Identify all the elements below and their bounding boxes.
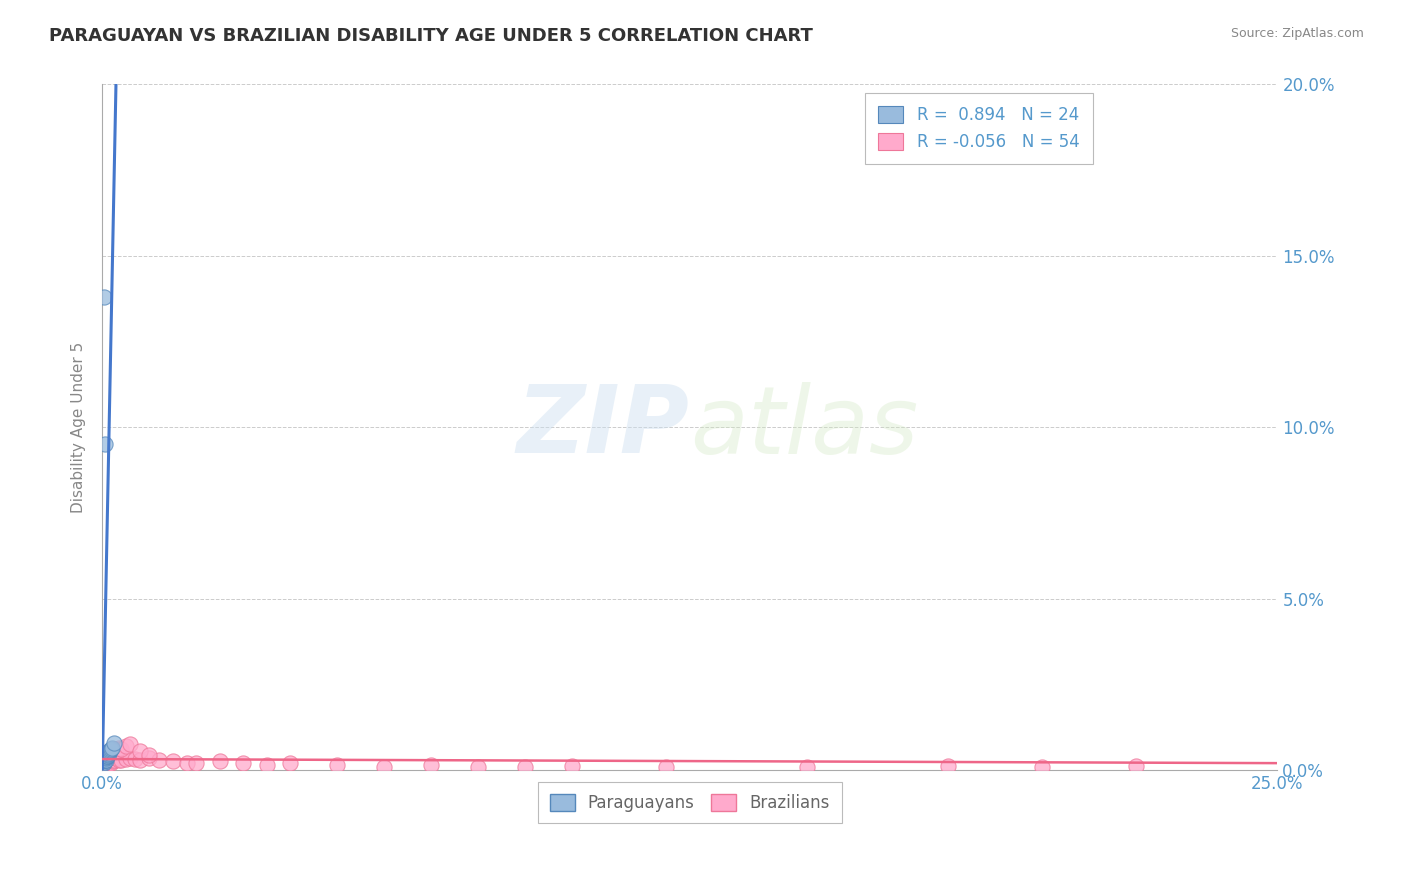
Point xyxy=(1125,759,1147,773)
Point xyxy=(326,757,349,772)
Point xyxy=(101,755,124,769)
Point xyxy=(128,753,150,767)
Point xyxy=(796,759,818,773)
Text: ZIP: ZIP xyxy=(517,381,690,474)
Point xyxy=(138,751,160,765)
Point xyxy=(186,756,208,771)
Point xyxy=(93,753,115,767)
Point xyxy=(105,751,128,765)
Point xyxy=(107,753,129,767)
Text: atlas: atlas xyxy=(690,382,918,473)
Point xyxy=(93,751,115,765)
Point xyxy=(93,757,115,772)
Point xyxy=(176,756,198,771)
Point xyxy=(94,752,117,766)
Point xyxy=(93,290,115,304)
Point xyxy=(278,756,301,771)
Legend: Paraguayans, Brazilians: Paraguayans, Brazilians xyxy=(538,782,842,823)
Point xyxy=(103,735,125,749)
Point xyxy=(373,759,395,773)
Point xyxy=(96,750,118,764)
Point xyxy=(93,756,115,771)
Point xyxy=(100,740,122,755)
Point xyxy=(114,752,136,766)
Point xyxy=(91,755,114,769)
Point xyxy=(105,744,128,758)
Point xyxy=(98,755,121,769)
Point xyxy=(420,757,443,772)
Point xyxy=(93,753,115,767)
Point xyxy=(94,751,117,765)
Point xyxy=(93,437,115,451)
Point xyxy=(103,742,125,756)
Point xyxy=(93,755,115,769)
Point xyxy=(91,756,114,771)
Point xyxy=(100,756,122,771)
Point xyxy=(114,739,136,753)
Point xyxy=(96,756,118,770)
Point xyxy=(655,759,678,773)
Point xyxy=(1031,759,1053,773)
Point xyxy=(98,743,121,757)
Point xyxy=(93,756,115,770)
Point xyxy=(98,753,121,767)
Point xyxy=(93,753,115,767)
Point xyxy=(561,759,583,773)
Text: Source: ZipAtlas.com: Source: ZipAtlas.com xyxy=(1230,27,1364,40)
Point xyxy=(515,759,537,773)
Point xyxy=(107,740,129,755)
Point xyxy=(98,744,121,758)
Point xyxy=(120,737,142,751)
Point xyxy=(97,747,120,761)
Point xyxy=(120,751,142,765)
Point xyxy=(96,749,118,764)
Point xyxy=(467,759,489,773)
Y-axis label: Disability Age Under 5: Disability Age Under 5 xyxy=(72,342,86,513)
Text: PARAGUAYAN VS BRAZILIAN DISABILITY AGE UNDER 5 CORRELATION CHART: PARAGUAYAN VS BRAZILIAN DISABILITY AGE U… xyxy=(49,27,813,45)
Point xyxy=(97,756,120,771)
Point xyxy=(128,744,150,758)
Point xyxy=(103,753,125,767)
Point xyxy=(124,752,146,766)
Point xyxy=(96,756,118,771)
Point xyxy=(232,756,254,771)
Point xyxy=(93,756,115,770)
Point xyxy=(208,755,231,769)
Point xyxy=(100,742,122,756)
Point xyxy=(256,757,278,772)
Point xyxy=(97,746,120,760)
Point xyxy=(97,747,120,762)
Point xyxy=(936,759,959,773)
Point xyxy=(94,756,117,771)
Point xyxy=(94,756,117,771)
Point xyxy=(162,755,184,769)
Point xyxy=(94,753,117,767)
Point xyxy=(100,753,122,767)
Point xyxy=(94,755,117,769)
Point xyxy=(148,753,170,767)
Point xyxy=(94,753,117,767)
Point xyxy=(110,741,132,756)
Point xyxy=(138,747,160,762)
Point xyxy=(93,756,115,771)
Point xyxy=(96,748,118,763)
Point xyxy=(110,753,132,767)
Point xyxy=(96,755,118,769)
Point xyxy=(97,756,120,771)
